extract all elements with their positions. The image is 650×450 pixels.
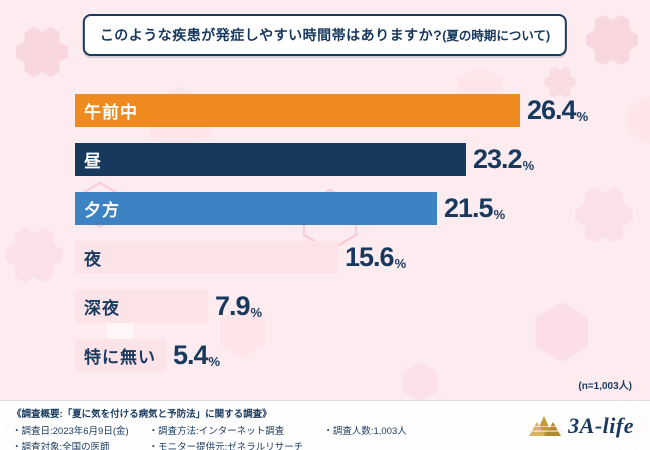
survey-details-col3: ・調査人数:1,003人 bbox=[323, 423, 406, 450]
bar-value: 26.4% bbox=[527, 95, 589, 125]
survey-overview-heading: 《調査概要:「夏に気を付ける病気と予防法」に関する調査》 bbox=[12, 409, 272, 420]
survey-date: ・調査日:2023年6月9日(金) bbox=[12, 426, 129, 437]
bar-row: 昼 23.2% bbox=[75, 143, 640, 176]
survey-details-col1: ・調査日:2023年6月9日(金) ・調査対象:全国の医師 bbox=[12, 423, 129, 450]
bar-row: 特に無い 5.4% bbox=[75, 339, 640, 372]
chart-title-box: このような疾患が発症しやすい時間帯はありますか?(夏の時期について) bbox=[82, 14, 568, 56]
survey-overview: 《調査概要:「夏に気を付ける病気と予防法」に関する調査》 ・調査日:2023年6… bbox=[12, 406, 529, 450]
bar-category-label: 夕方 bbox=[84, 201, 120, 220]
bar-category-label: 昼 bbox=[84, 152, 102, 171]
bar-chart: 午前中 26.4% 昼 23.2% 夕方 21.5% 夜 15.6% 深夜 7.9% 特に無い 5.4… bbox=[75, 94, 640, 388]
bar-value: 15.6% bbox=[345, 242, 407, 272]
bar: 夜 bbox=[75, 241, 338, 274]
bar-category-label: 夜 bbox=[84, 250, 102, 269]
bar-category-label: 深夜 bbox=[84, 299, 120, 318]
chart-title-sub: (夏の時期について) bbox=[442, 29, 551, 43]
survey-details: ・調査日:2023年6月9日(金) ・調査対象:全国の医師 ・調査方法:インター… bbox=[12, 423, 529, 450]
survey-respondents: ・調査人数:1,003人 bbox=[323, 426, 407, 437]
survey-details-col2: ・調査方法:インターネット調査 ・モニター提供元:ゼネラルリサーチ bbox=[149, 423, 304, 450]
bar: 午前中 bbox=[75, 94, 520, 127]
bar-value: 5.4% bbox=[173, 340, 221, 370]
bar-row: 深夜 7.9% bbox=[75, 290, 640, 323]
bar-category-label: 午前中 bbox=[84, 103, 138, 122]
sample-size-note: (n=1,003人) bbox=[578, 381, 632, 392]
bar: 夕方 bbox=[75, 192, 437, 225]
bar-category-label: 特に無い bbox=[84, 348, 156, 367]
bar-row: 夕方 21.5% bbox=[75, 192, 640, 225]
bar: 特に無い bbox=[75, 339, 166, 372]
survey-target: ・調査対象:全国の医師 bbox=[12, 442, 110, 450]
bar-row: 夜 15.6% bbox=[75, 241, 640, 274]
bar-value: 7.9% bbox=[215, 291, 263, 321]
survey-method: ・調査方法:インターネット調査 bbox=[148, 426, 285, 437]
bar-value: 23.2% bbox=[473, 144, 535, 174]
logo-text: 3A-life bbox=[568, 413, 634, 438]
survey-footer: 《調査概要:「夏に気を付ける病気と予防法」に関する調査》 ・調査日:2023年6… bbox=[0, 400, 650, 450]
bar: 昼 bbox=[75, 143, 466, 176]
chart-title: このような疾患が発症しやすい時間帯はありますか? bbox=[99, 27, 443, 43]
3a-life-logo-icon bbox=[529, 416, 564, 436]
bar: 深夜 bbox=[75, 290, 208, 323]
bar-value: 21.5% bbox=[444, 193, 506, 223]
3a-life-logo: 3A-life bbox=[529, 413, 640, 439]
bar-row: 午前中 26.4% bbox=[75, 94, 640, 127]
survey-monitor-provider: ・モニター提供元:ゼネラルリサーチ bbox=[148, 442, 304, 450]
